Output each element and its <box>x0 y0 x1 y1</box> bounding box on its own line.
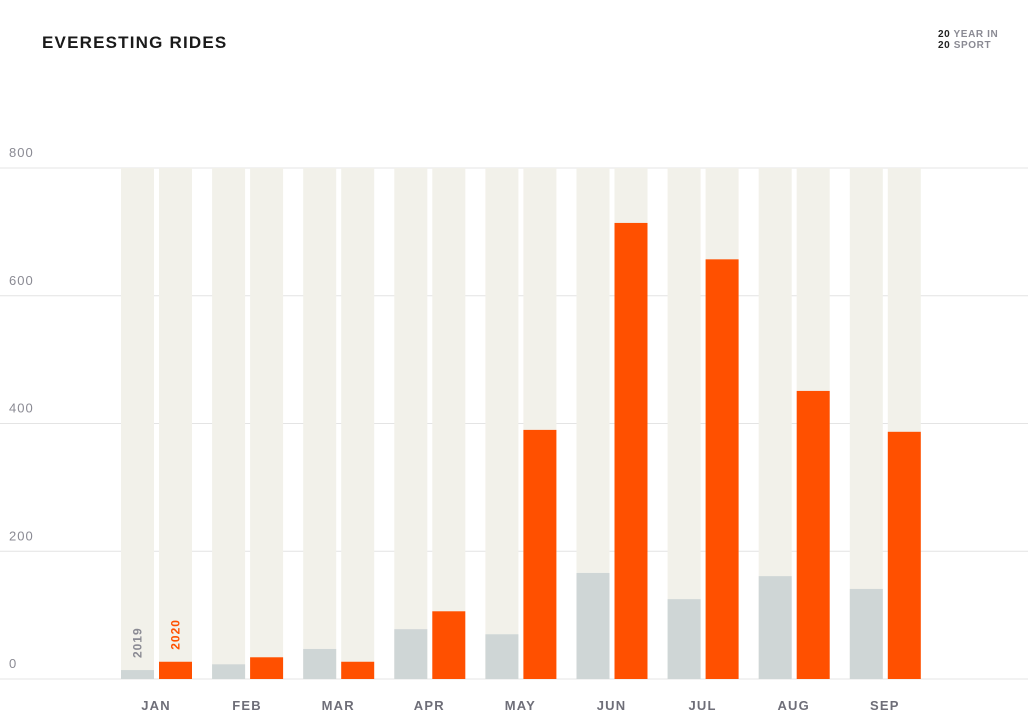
bar-2020-feb <box>250 657 284 679</box>
bar-2019-jan <box>121 670 154 679</box>
bar-2019-apr <box>394 629 428 679</box>
bar-2019-feb <box>212 664 246 679</box>
y-tick-label: 400 <box>9 401 34 416</box>
x-tick-label: FEB <box>232 698 262 713</box>
bar-track <box>159 168 192 679</box>
series-label-2019: 2019 <box>131 627 145 658</box>
bar-2020-jan <box>159 661 192 679</box>
bar-track <box>667 168 701 679</box>
x-tick-label: MAR <box>322 698 355 713</box>
x-tick-label: JAN <box>141 698 171 713</box>
bar-track <box>485 168 519 679</box>
y-tick-label: 600 <box>9 273 34 288</box>
bar-2020-jul <box>705 259 739 679</box>
series-label-2020: 2020 <box>169 619 183 650</box>
bar-2019-may <box>485 634 519 679</box>
chart-title: EVERESTING RIDES <box>42 33 228 52</box>
y-tick-label: 200 <box>9 528 34 543</box>
bar-2020-jun <box>614 222 648 679</box>
bar-track <box>121 168 154 679</box>
bar-2020-mar <box>341 661 375 679</box>
bar-2019-jun <box>576 572 610 679</box>
bar-2019-aug <box>758 576 792 679</box>
x-tick-label: MAY <box>505 698 536 713</box>
bar-track <box>212 168 246 679</box>
y-tick-label: 800 <box>9 145 34 160</box>
y-tick-label: 0 <box>9 656 17 671</box>
bar-track <box>432 168 466 679</box>
x-tick-label: JUN <box>597 698 627 713</box>
bar-2020-sep <box>887 431 921 679</box>
x-tick-label: SEP <box>870 698 900 713</box>
bar-track <box>394 168 428 679</box>
bar-track <box>341 168 375 679</box>
bar-2019-mar <box>303 648 337 679</box>
bar-2020-aug <box>796 390 830 679</box>
bar-track <box>303 168 337 679</box>
bar-2019-jul <box>667 599 701 679</box>
bar-2020-apr <box>432 611 466 679</box>
bar-2020-may <box>523 429 557 679</box>
bar-2019-sep <box>849 588 883 679</box>
x-tick-label: APR <box>414 698 445 713</box>
x-tick-label: JUL <box>689 698 717 713</box>
bar-track <box>250 168 284 679</box>
x-tick-label: AUG <box>777 698 810 713</box>
year-in-sport-logo: 20 YEAR IN 20 SPORT <box>938 29 999 51</box>
